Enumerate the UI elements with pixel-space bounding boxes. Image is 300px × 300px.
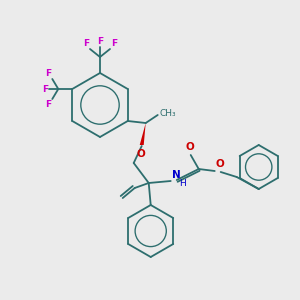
Text: O: O	[216, 159, 224, 169]
Text: CH₃: CH₃	[160, 109, 176, 118]
Text: F: F	[45, 100, 51, 109]
Text: N: N	[172, 170, 181, 180]
Text: F: F	[97, 37, 103, 46]
Text: H: H	[179, 178, 185, 188]
Polygon shape	[140, 123, 146, 145]
Text: F: F	[111, 39, 117, 48]
Text: F: F	[45, 69, 51, 78]
Text: O: O	[185, 142, 194, 152]
Text: F: F	[42, 85, 48, 94]
Text: F: F	[83, 39, 89, 48]
Text: O: O	[136, 149, 145, 159]
